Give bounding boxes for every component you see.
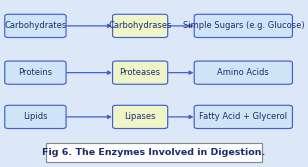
Text: Carbohydrates: Carbohydrates [4,21,67,30]
Text: Lipases: Lipases [124,112,156,121]
FancyBboxPatch shape [113,105,168,129]
Text: Proteases: Proteases [120,68,161,77]
Text: Simple Sugars (e.g. Glucose): Simple Sugars (e.g. Glucose) [183,21,304,30]
Text: Amino Acids: Amino Acids [217,68,269,77]
Text: Lipids: Lipids [23,112,48,121]
Text: Fig 6. The Enzymes Involved in Digestion.: Fig 6. The Enzymes Involved in Digestion… [43,148,265,157]
FancyBboxPatch shape [194,14,293,37]
FancyBboxPatch shape [46,143,262,162]
FancyBboxPatch shape [194,105,293,129]
FancyBboxPatch shape [5,14,66,37]
Text: Fatty Acid + Glycerol: Fatty Acid + Glycerol [199,112,287,121]
Text: Carbohydrases: Carbohydrases [108,21,172,30]
FancyBboxPatch shape [113,61,168,84]
FancyBboxPatch shape [5,105,66,129]
FancyBboxPatch shape [194,61,293,84]
Text: Proteins: Proteins [18,68,52,77]
FancyBboxPatch shape [113,14,168,37]
FancyBboxPatch shape [5,61,66,84]
